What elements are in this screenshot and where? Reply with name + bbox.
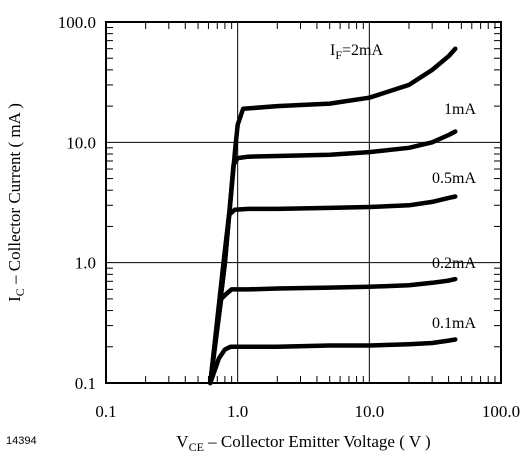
x-axis-title-main: V <box>176 432 189 451</box>
series-label: IF=2mA <box>330 42 383 62</box>
x-tick-label: 10.0 <box>354 402 384 421</box>
series-line <box>208 46 458 386</box>
series-label-main: I <box>330 42 335 59</box>
x-axis-title: VCE – Collector Emitter Voltage ( V ) <box>176 432 430 454</box>
series-label: 1mA <box>444 101 476 118</box>
y-tick-label: 0.1 <box>75 374 96 393</box>
series-label-sub: F <box>335 48 342 62</box>
y-axis-title-rest: – Collector Current ( mA ) <box>5 103 24 288</box>
labels: 0.1 1.0 10.0 100.00.11.010.0100.0IF=2mA1mA0… <box>5 13 520 454</box>
x-axis-title-rest: – Collector Emitter Voltage ( V ) <box>204 432 431 451</box>
y-axis-title-main: I <box>5 296 24 302</box>
plot-frame <box>105 21 502 384</box>
y-tick-label: 100.0 <box>58 13 96 32</box>
y-axis-title: IC – Collector Current ( mA ) <box>5 103 27 302</box>
series-label-main: 1mA <box>444 101 476 118</box>
series-label: 0.2mA <box>432 255 476 272</box>
series-label: 0.5mA <box>432 170 476 187</box>
y-tick-label: 1.0 <box>75 254 96 273</box>
series-line <box>208 194 458 386</box>
series-label: 0.1mA <box>432 315 476 332</box>
x-axis-title-sub: CE <box>189 440 204 454</box>
minor-ticks <box>106 22 501 383</box>
series-line <box>208 337 458 386</box>
series-line <box>208 129 458 386</box>
figure-id: 14394 <box>6 435 37 447</box>
x-tick-label: 0.1 <box>95 402 116 421</box>
series-layer <box>208 46 458 386</box>
series-label-main: 0.2mA <box>432 255 476 272</box>
x-tick-label: 1.0 <box>227 402 248 421</box>
y-tick-label: 10.0 <box>66 133 96 152</box>
series-label-main: 0.5mA <box>432 170 476 187</box>
x-tick-label: 100.0 <box>482 402 520 421</box>
series-line <box>208 276 458 386</box>
y-axis-title-sub: C <box>13 288 27 296</box>
series-label-main: 0.1mA <box>432 315 476 332</box>
series-label-rest: =2mA <box>342 42 383 59</box>
